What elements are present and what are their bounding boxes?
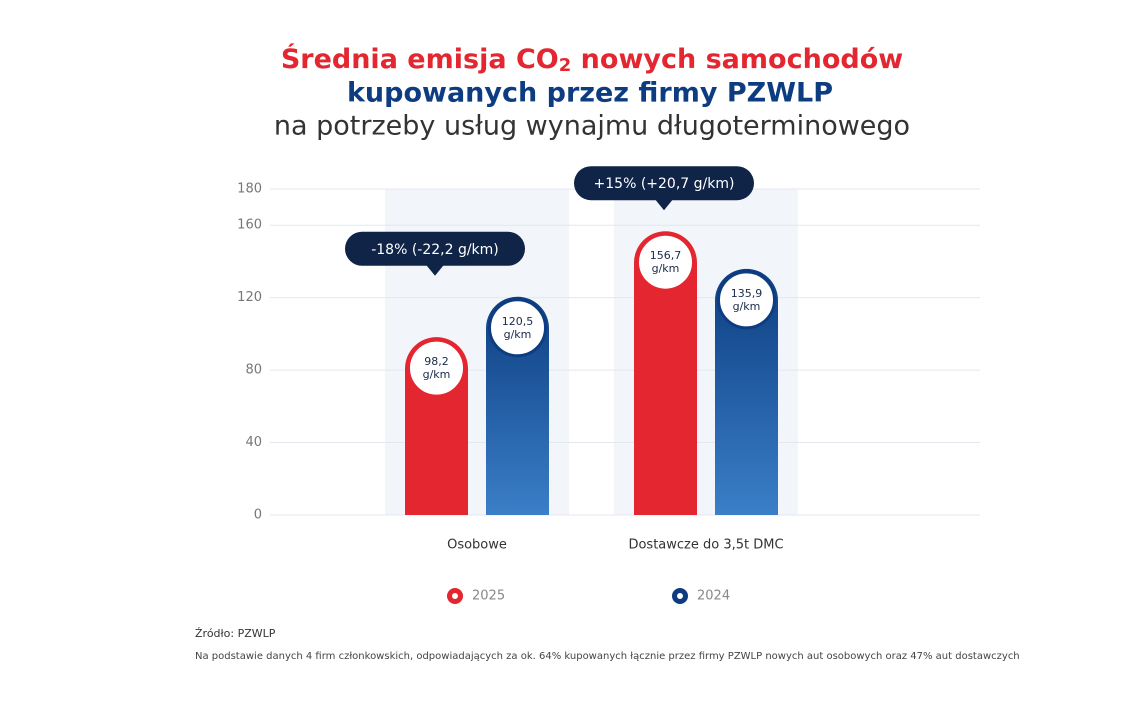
legend-marker-dot xyxy=(677,593,683,599)
value-label: 120,5 g/km xyxy=(502,315,534,341)
y-tick-label: 40 xyxy=(245,435,262,450)
value-label: 98,2 g/km xyxy=(423,355,451,381)
title-line1: Średnia emisja CO2 nowych samochodów xyxy=(281,43,903,77)
bar xyxy=(634,231,697,515)
annotation-pointer xyxy=(655,199,673,211)
title-line2: kupowanych przez firmy PZWLP xyxy=(347,78,833,109)
value-badge xyxy=(488,298,547,358)
y-tick-label: 120 xyxy=(237,290,262,305)
y-tick-label: 160 xyxy=(237,218,262,233)
annotation: -18% (-22,2 g/km) xyxy=(371,242,499,258)
value-label: 135,9 g/km xyxy=(731,287,763,313)
bar xyxy=(715,268,778,515)
y-tick-label: 180 xyxy=(237,182,262,197)
legend-marker-dot xyxy=(452,593,458,599)
value-badge xyxy=(717,270,776,330)
y-tick-label: 0 xyxy=(254,508,262,523)
source: Źródło: PZWLP xyxy=(195,627,276,640)
x-tick-label: Osobowe xyxy=(447,538,507,553)
annotation-box xyxy=(574,166,754,201)
annotation-pointer xyxy=(426,264,444,276)
annotation-box xyxy=(345,231,525,266)
title-line3: na potrzeby usług wynajmu długoterminowe… xyxy=(274,111,910,142)
note: Na podstawie danych 4 firm członkowskich… xyxy=(195,651,1020,662)
value-badge xyxy=(636,232,695,292)
legend-label: 2024 xyxy=(697,589,730,604)
value-label: 156,7 g/km xyxy=(650,249,682,275)
y-tick-label: 80 xyxy=(245,363,262,378)
value-badge xyxy=(407,338,466,398)
annotation: +15% (+20,7 g/km) xyxy=(594,176,735,192)
legend-label: 2025 xyxy=(472,589,505,604)
x-tick-label: Dostawcze do 3,5t DMC xyxy=(628,538,783,553)
